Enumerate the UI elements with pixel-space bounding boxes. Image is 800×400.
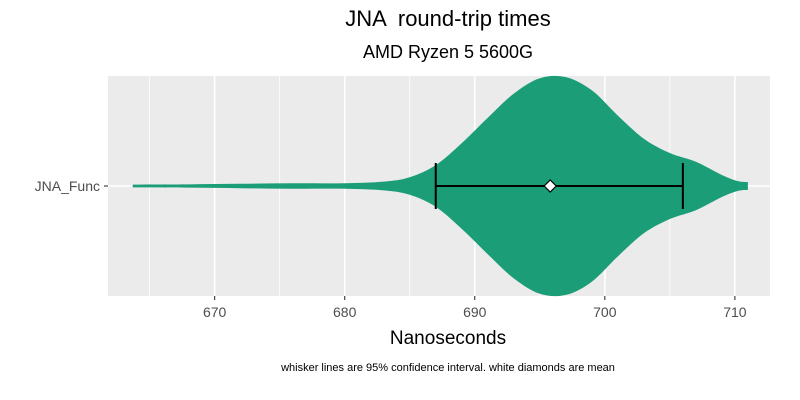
x-tick-label: 710	[723, 304, 747, 320]
chart-title: JNA round-trip times	[345, 6, 551, 31]
x-tick-label: 670	[203, 304, 227, 320]
mean-diamond	[543, 179, 558, 193]
x-tick-label: 690	[463, 304, 487, 320]
chart-subtitle: AMD Ryzen 5 5600G	[362, 42, 534, 62]
x-axis-title: Nanoseconds	[390, 328, 506, 349]
confidence-whiskers	[434, 163, 684, 209]
chart-caption: whisker lines are 95% confidence interva…	[281, 362, 615, 374]
y-tick-label: JNA_Func	[35, 178, 100, 194]
y-axis: JNA_Func	[35, 178, 108, 194]
mean-markers	[543, 179, 558, 193]
x-tick-label: 700	[593, 304, 617, 320]
x-axis: 670 680 690 700 710	[203, 296, 747, 320]
x-tick-label: 680	[333, 304, 357, 320]
